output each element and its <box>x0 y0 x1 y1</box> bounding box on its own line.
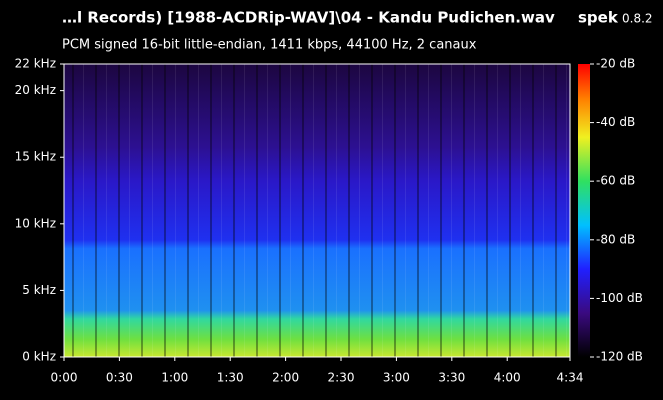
spectrogram-texture <box>64 64 570 357</box>
colorbar-tick-label: -20 dB <box>596 57 635 71</box>
x-tick-label: 3:30 <box>438 371 465 385</box>
file-title: …l Records) [1988-ACDRip-WAV]\04 - Kandu… <box>62 9 555 27</box>
x-tick-label: 2:30 <box>328 371 355 385</box>
x-tick-label: 4:34 <box>557 371 584 385</box>
y-tick-label: 0 kHz <box>22 350 56 364</box>
subtitle: PCM signed 16-bit little-endian, 1411 kb… <box>62 38 477 53</box>
colorbar-tick-label: -120 dB <box>596 350 643 364</box>
colorbar-tick-label: -80 dB <box>596 232 635 246</box>
colorbar <box>578 64 590 357</box>
x-tick-label: 1:30 <box>217 371 244 385</box>
x-tick-label: 0:00 <box>51 371 78 385</box>
app-name: spek <box>578 9 619 27</box>
x-tick-label: 3:00 <box>383 371 410 385</box>
x-tick-label: 4:00 <box>494 371 521 385</box>
y-tick-label: 10 kHz <box>15 216 56 230</box>
colorbar-tick-label: -40 dB <box>596 115 635 129</box>
colorbar-tick-label: -100 dB <box>596 291 643 305</box>
y-tick-label: 20 kHz <box>15 83 56 97</box>
x-tick-label: 0:30 <box>106 371 133 385</box>
y-tick-label: 22 kHz <box>15 57 56 71</box>
y-tick-label: 5 kHz <box>22 283 56 297</box>
app-version: 0.8.2 <box>622 12 653 26</box>
x-tick-label: 1:00 <box>161 371 188 385</box>
y-tick-label: 15 kHz <box>15 150 56 164</box>
plot-frame <box>63 63 571 358</box>
x-tick-label: 2:00 <box>272 371 299 385</box>
colorbar-tick-label: -60 dB <box>596 174 635 188</box>
